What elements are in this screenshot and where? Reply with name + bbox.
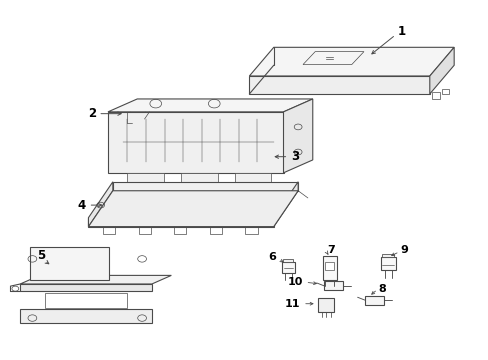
Text: 11: 11	[285, 299, 300, 309]
Polygon shape	[249, 47, 453, 76]
Polygon shape	[30, 247, 109, 280]
Polygon shape	[249, 76, 429, 94]
Bar	[103, 226, 115, 234]
Text: 8: 8	[378, 284, 386, 294]
Text: 10: 10	[287, 277, 303, 287]
Bar	[234, 173, 271, 182]
Polygon shape	[364, 296, 384, 305]
Bar	[181, 173, 217, 182]
Polygon shape	[113, 182, 298, 191]
Text: 9: 9	[400, 245, 407, 255]
Polygon shape	[282, 262, 294, 273]
Text: 2: 2	[87, 107, 96, 120]
Polygon shape	[88, 182, 113, 226]
Polygon shape	[324, 281, 343, 290]
Polygon shape	[380, 257, 395, 270]
Polygon shape	[108, 112, 283, 173]
Text: 1: 1	[397, 25, 406, 38]
Polygon shape	[322, 256, 336, 279]
Polygon shape	[20, 284, 152, 291]
Polygon shape	[44, 293, 127, 308]
Polygon shape	[382, 254, 393, 257]
Bar	[174, 226, 186, 234]
Bar	[209, 226, 222, 234]
Polygon shape	[283, 99, 312, 173]
Text: 6: 6	[268, 252, 276, 262]
Polygon shape	[20, 309, 152, 323]
Text: 4: 4	[78, 199, 86, 212]
Polygon shape	[135, 101, 142, 108]
Polygon shape	[20, 275, 171, 284]
Polygon shape	[273, 182, 298, 226]
Polygon shape	[88, 218, 273, 226]
Bar	[245, 226, 257, 234]
Polygon shape	[283, 259, 293, 262]
Polygon shape	[88, 191, 298, 226]
Bar	[325, 262, 333, 270]
Polygon shape	[429, 47, 453, 94]
Polygon shape	[108, 99, 312, 112]
Text: 7: 7	[327, 245, 334, 255]
Bar	[127, 173, 163, 182]
Bar	[139, 226, 151, 234]
Polygon shape	[318, 298, 334, 312]
Text: 5: 5	[37, 249, 45, 262]
Polygon shape	[130, 108, 144, 119]
Text: 3: 3	[290, 150, 298, 163]
